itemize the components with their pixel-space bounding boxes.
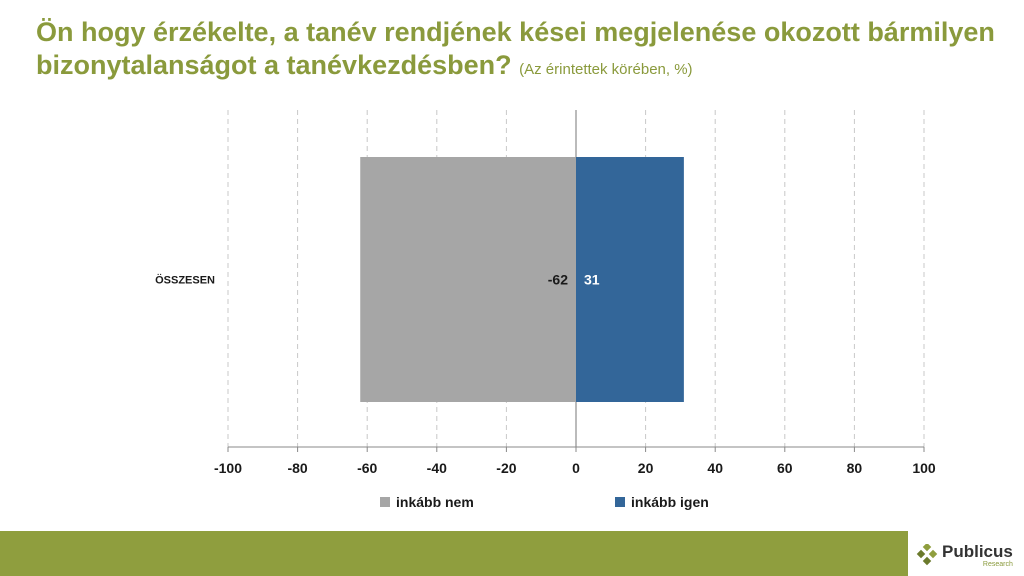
chart-title-sub: (Az érintettek körében, %)	[519, 61, 693, 78]
x-tick-label: -20	[496, 460, 516, 476]
x-tick-label: 0	[572, 460, 580, 476]
chart-title: Ön hogy érzékelte, a tanév rendjének kés…	[36, 16, 996, 86]
data-label-inkabb-igen: 31	[584, 272, 600, 288]
diamond-cluster-icon	[916, 544, 938, 566]
x-tick-labels: -100 -80 -60 -40 -20 0 20 40 60 80 100	[214, 460, 936, 476]
category-label: ÖSSZESEN	[155, 274, 215, 287]
x-tick-label: -60	[357, 460, 377, 476]
logo-subname: Research	[982, 560, 1013, 568]
x-tick-label: 20	[638, 460, 654, 476]
bars	[360, 157, 684, 402]
category-labels: ÖSSZESEN	[155, 274, 215, 287]
publicus-logo: Publicus Research	[916, 537, 1024, 573]
legend-label-inkabb-igen: inkább igen	[631, 494, 709, 510]
x-tick-label: 40	[707, 460, 723, 476]
x-tick-label: 80	[847, 460, 863, 476]
legend-swatch-inkabb-nem	[380, 497, 390, 507]
bar-inkabb-nem	[360, 157, 576, 402]
legend-swatch-inkabb-igen	[615, 497, 625, 507]
bar-inkabb-igen	[576, 157, 684, 402]
x-tick-marks	[227, 447, 925, 452]
data-labels: -62 31	[548, 272, 600, 288]
legend-item-inkabb-nem: inkább nem	[380, 494, 474, 510]
x-tick-label: 100	[912, 460, 936, 476]
legend-item-inkabb-igen: inkább igen	[615, 494, 709, 510]
legend-label-inkabb-nem: inkább nem	[396, 494, 474, 510]
chart-title-main: Ön hogy érzékelte, a tanév rendjének kés…	[36, 17, 995, 80]
x-tick-label: -100	[214, 460, 242, 476]
data-label-inkabb-nem: -62	[548, 272, 568, 288]
logo-name: Publicus	[942, 541, 1013, 561]
x-tick-label: 60	[777, 460, 793, 476]
x-tick-label: -40	[427, 460, 447, 476]
footer-bar	[0, 531, 908, 576]
x-tick-label: -80	[287, 460, 307, 476]
